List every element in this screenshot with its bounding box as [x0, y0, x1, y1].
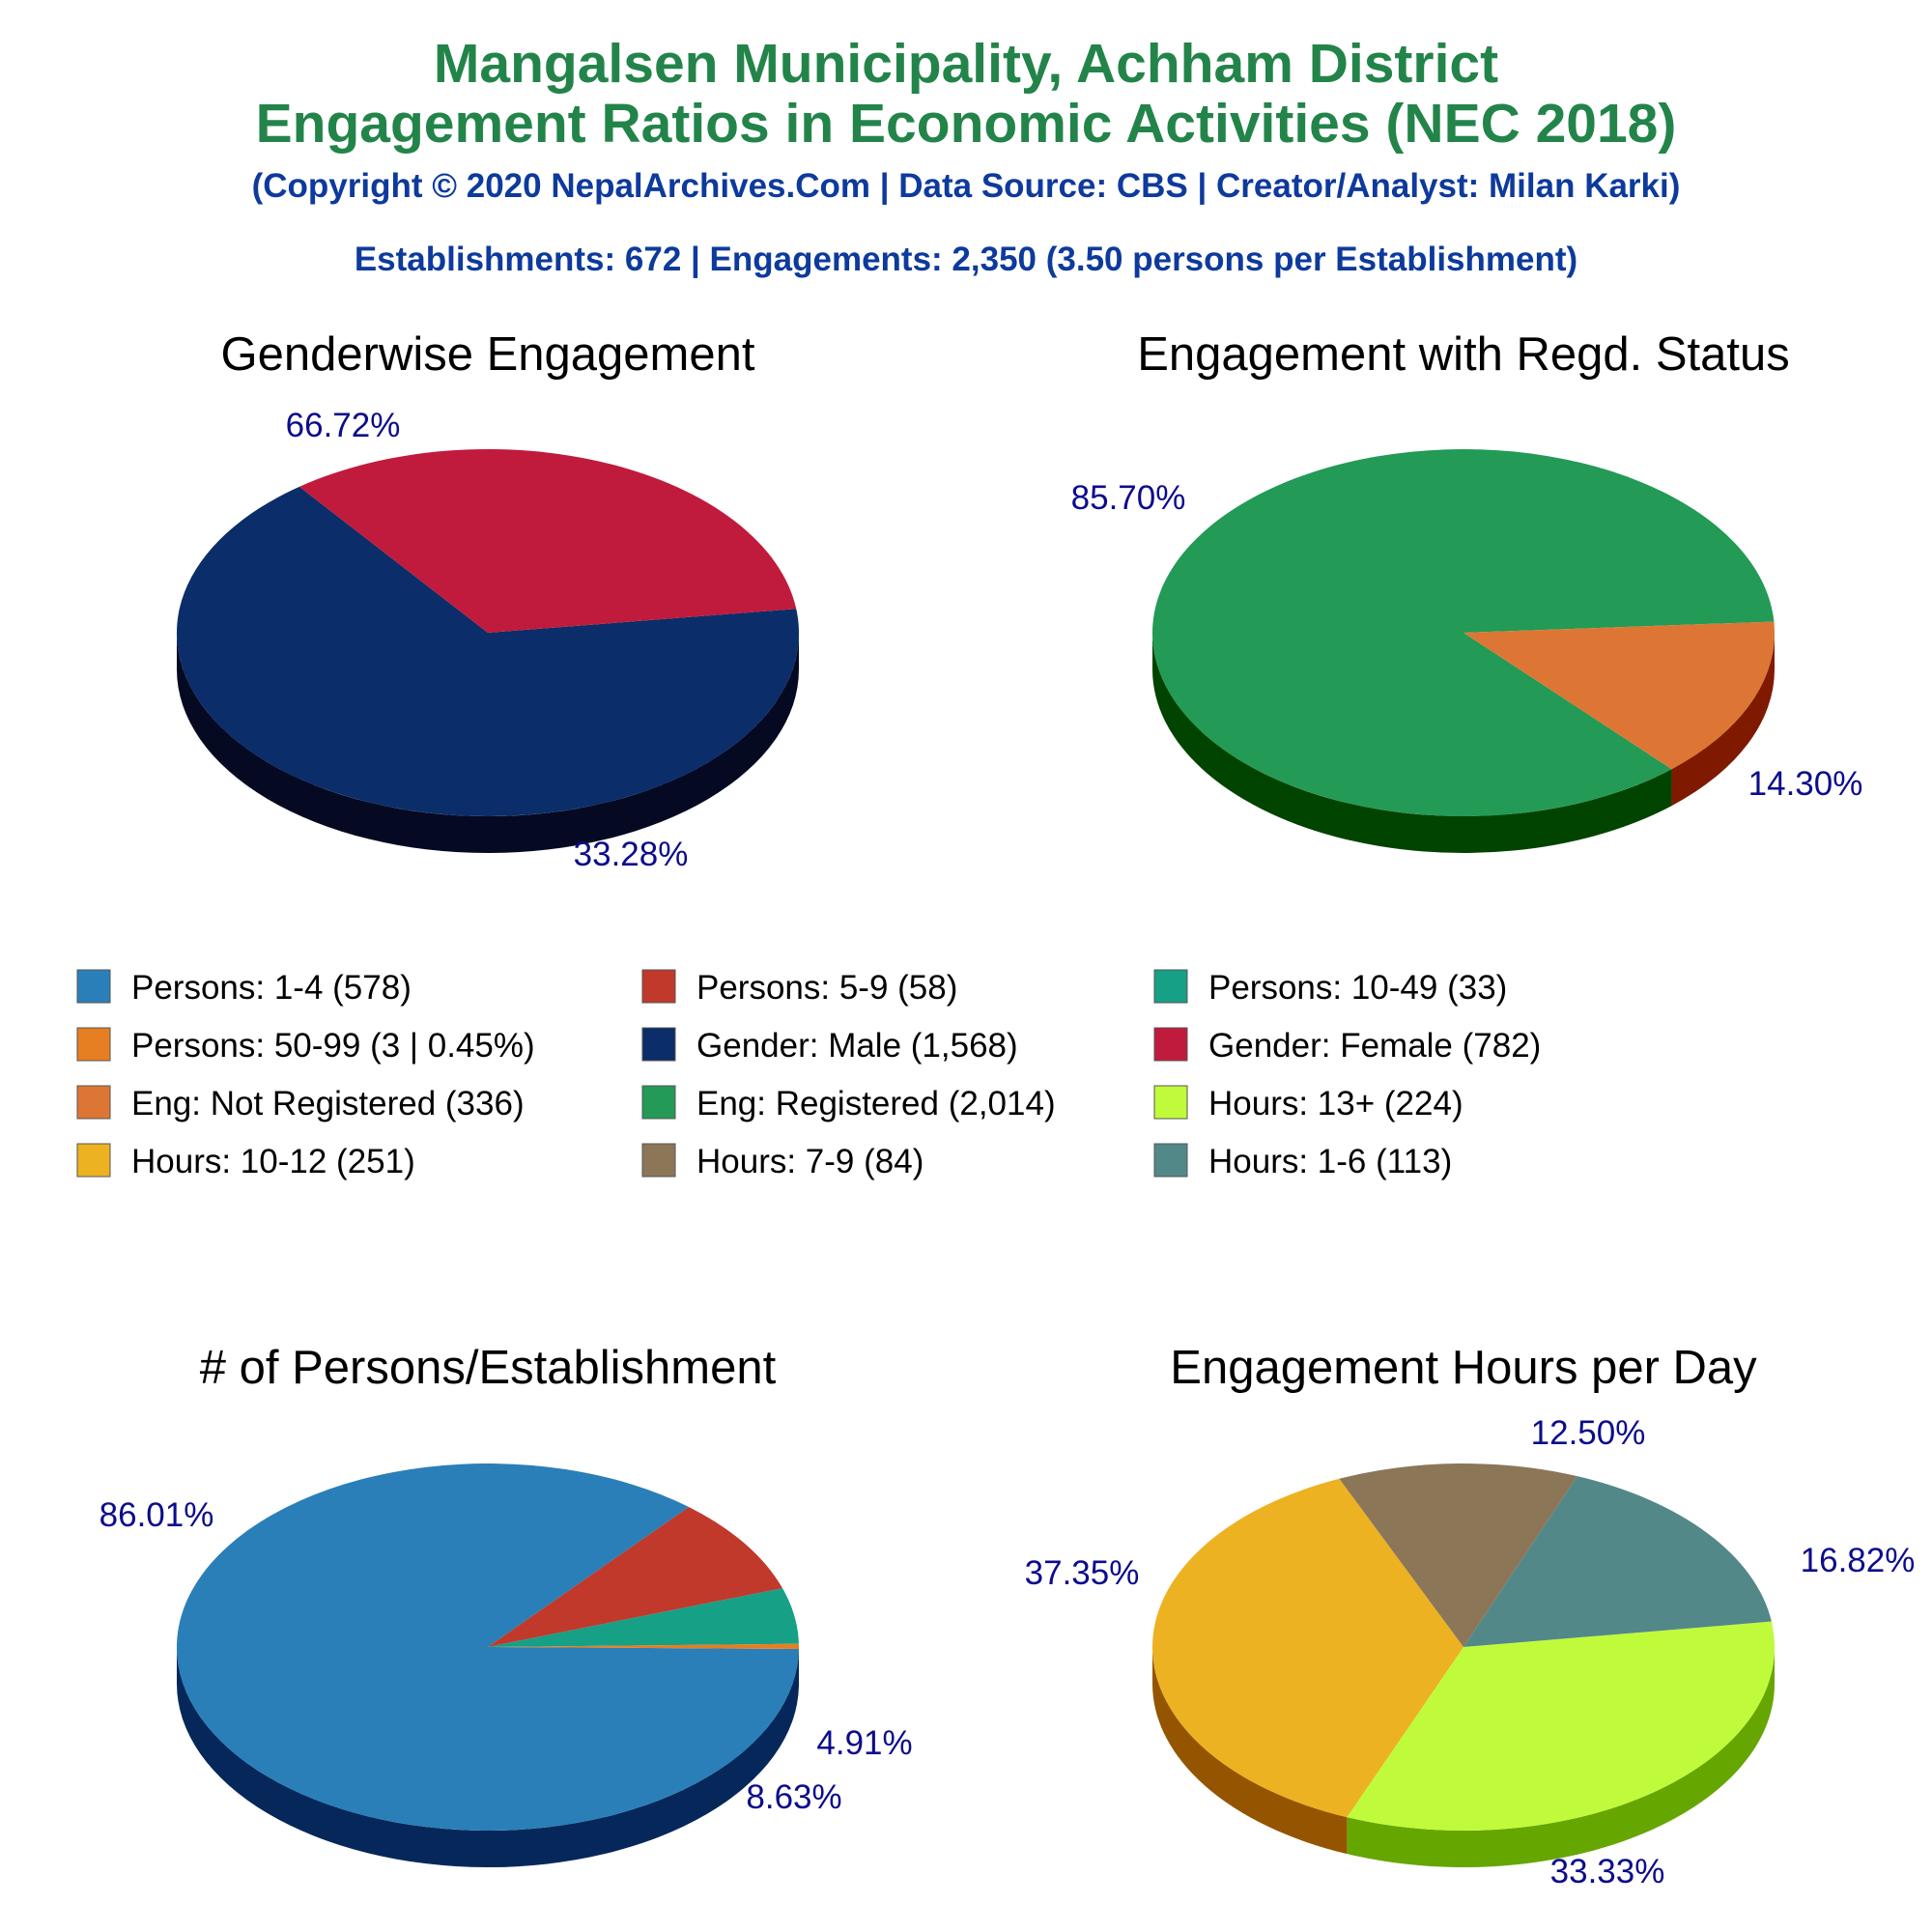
- legend-swatch: [1153, 1143, 1188, 1178]
- percent-label: 86.01%: [99, 1496, 214, 1534]
- pie-slice-2: [1463, 621, 1775, 770]
- pie-slice-4: [1463, 1476, 1772, 1647]
- legend-label: Gender: Female (782): [1208, 1027, 1541, 1065]
- legend-item: Persons: 5-9 (58): [641, 969, 957, 1007]
- legend-swatch: [1153, 1085, 1188, 1120]
- main-title-line2: Engagement Ratios in Economic Activities…: [255, 93, 1677, 155]
- pie-slice-1: [176, 486, 799, 816]
- pie-slice-3: [1339, 1463, 1577, 1647]
- pie-slice-2: [298, 449, 797, 633]
- legend-item: Hours: 13+ (224): [1153, 1085, 1463, 1122]
- legend-label: Persons: 5-9 (58): [696, 969, 957, 1007]
- legend-swatch: [641, 969, 676, 1004]
- legend-item: Hours: 10-12 (251): [76, 1143, 415, 1180]
- pie-side-1: [177, 1647, 799, 1868]
- legend-item: Eng: Registered (2,014): [641, 1085, 1056, 1122]
- legend: Persons: 1-4 (578) Persons: 5-9 (58) Perso…: [76, 969, 1541, 1180]
- copyright-subtitle: (Copyright © 2020 NepalArchives.Com | Da…: [251, 167, 1681, 205]
- legend-swatch: [641, 1085, 676, 1120]
- legend-item: Persons: 50-99 (3 | 0.45%): [76, 1027, 535, 1065]
- pie-side-1: [1152, 633, 1672, 853]
- pie-slice-3: [488, 1588, 799, 1647]
- legend-item: Gender: Male (1,568): [641, 1027, 1018, 1065]
- legend-label: Persons: 1-4 (578): [131, 969, 412, 1007]
- percent-label: 37.35%: [1025, 1554, 1140, 1592]
- pie-slice-1: [177, 1463, 799, 1832]
- legend-label: Persons: 50-99 (3 | 0.45%): [131, 1027, 535, 1065]
- legend-label: Persons: 10-49 (33): [1208, 969, 1507, 1007]
- legend-label: Hours: 10-12 (251): [131, 1143, 415, 1180]
- legend-item: Hours: 1-6 (113): [1153, 1143, 1452, 1180]
- legend-label: Gender: Male (1,568): [696, 1027, 1018, 1065]
- pie-slice-2: [488, 1506, 783, 1647]
- legend-item: Persons: 1-4 (578): [76, 969, 412, 1007]
- legend-item: Eng: Not Registered (336): [76, 1085, 525, 1122]
- chart-title: Engagement with Regd. Status: [1137, 328, 1790, 381]
- pie-side-2: [1152, 1647, 1348, 1855]
- legend-swatch: [76, 1027, 111, 1062]
- chart-title: # of Persons/Establishment: [200, 1342, 777, 1394]
- legend-swatch: [641, 1143, 676, 1178]
- pie-slice-1: [1347, 1621, 1775, 1831]
- legend-swatch: [76, 1143, 111, 1178]
- pie-chart-4: Engagement Hours per Day 33.33% 37.35% 12.5…: [1025, 1342, 1916, 1890]
- legend-swatch: [1153, 1027, 1188, 1062]
- pie-chart-1: Genderwise Engagement 66.72% 33.28%: [176, 328, 799, 873]
- percent-label: 14.30%: [1748, 765, 1863, 803]
- legend-swatch: [76, 1085, 111, 1120]
- legend-item: Gender: Female (782): [1153, 1027, 1541, 1065]
- percent-label: 16.82%: [1801, 1542, 1916, 1579]
- legend-label: Hours: 13+ (224): [1208, 1085, 1463, 1122]
- chart-title: Genderwise Engagement: [221, 328, 755, 381]
- legend-label: Eng: Not Registered (336): [131, 1085, 525, 1122]
- pie-side-1: [1347, 1647, 1775, 1867]
- legend-label: Hours: 1-6 (113): [1208, 1143, 1452, 1180]
- chart-title: Engagement Hours per Day: [1170, 1342, 1757, 1394]
- percent-label: 33.33%: [1550, 1853, 1665, 1890]
- legend-swatch: [76, 969, 111, 1004]
- main-title-line1: Mangalsen Municipality, Achham District: [433, 33, 1499, 95]
- percent-label: 8.63%: [746, 1778, 841, 1816]
- percent-label: 12.50%: [1531, 1414, 1646, 1452]
- pie-slice-4: [488, 1643, 799, 1649]
- percent-label: 4.91%: [816, 1724, 912, 1762]
- legend-swatch: [1153, 969, 1188, 1004]
- pie-chart-2: Engagement with Regd. Status 85.70% 14.30%: [1071, 328, 1863, 853]
- pie-chart-3: # of Persons/Establishment 86.01% 8.63% 4.9…: [99, 1342, 913, 1868]
- legend-label: Hours: 7-9 (84): [696, 1143, 923, 1180]
- legend-swatch: [641, 1027, 676, 1062]
- pie-side-2: [1671, 633, 1775, 807]
- establishment-summary: Establishments: 672 | Engagements: 2,350…: [354, 241, 1578, 278]
- pie-slice-2: [1152, 1478, 1463, 1818]
- pie-side-1: [177, 633, 799, 853]
- legend-label: Eng: Registered (2,014): [696, 1085, 1056, 1122]
- percent-label: 33.28%: [574, 836, 689, 873]
- legend-item: Hours: 7-9 (84): [641, 1143, 923, 1180]
- percent-label: 66.72%: [286, 407, 401, 444]
- legend-item: Persons: 10-49 (33): [1153, 969, 1507, 1007]
- percent-label: 85.70%: [1071, 479, 1186, 517]
- pie-slice-1: [1151, 449, 1775, 817]
